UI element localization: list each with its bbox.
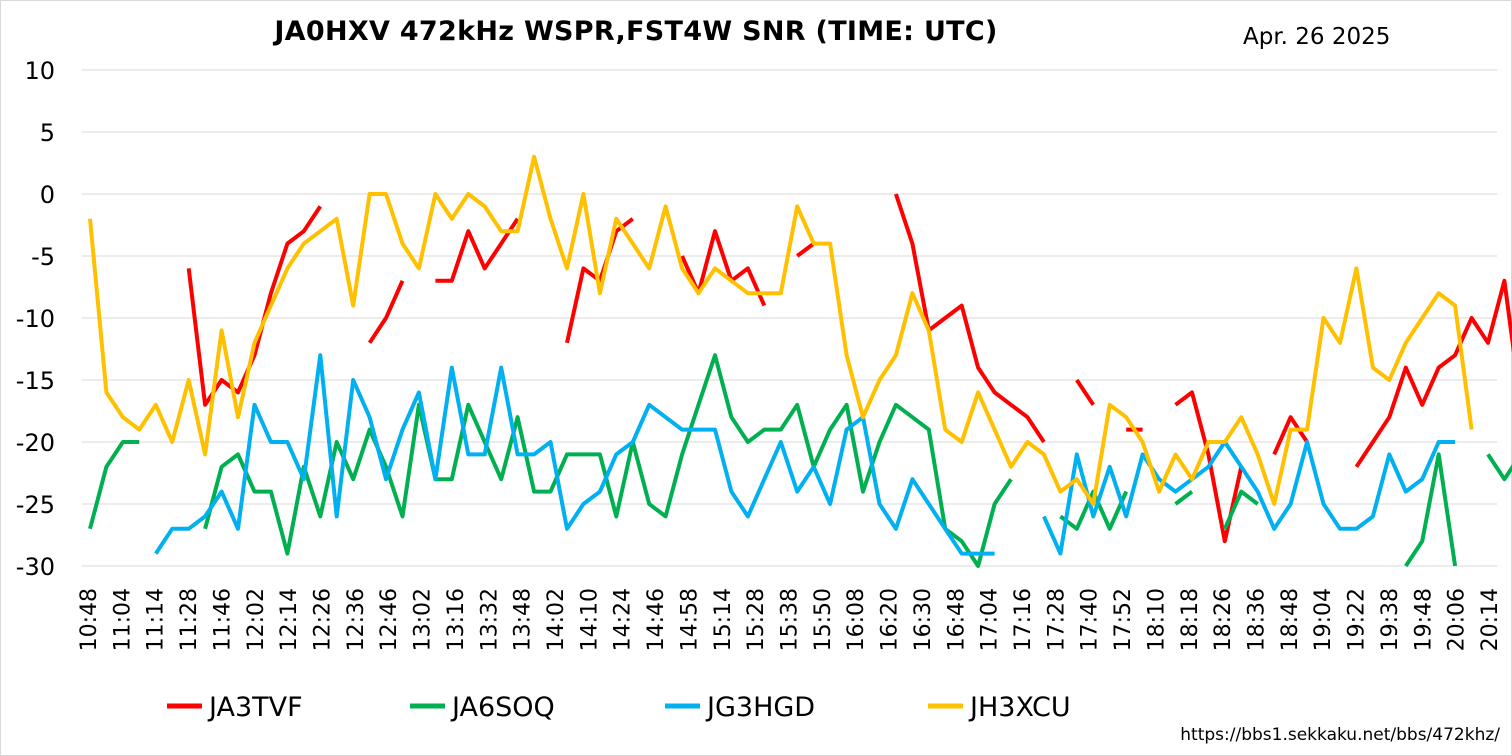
x-tick-label: 17:28: [1044, 588, 1069, 651]
x-tick-label: 17:52: [1111, 588, 1136, 651]
legend-label-ja6soq: JA6SOQ: [450, 692, 555, 723]
x-axis-ticks: 10:48 11:04 11:14 11:28 11:46 12:02 12:14 12:26…: [77, 588, 1503, 651]
x-tick-label: 16:30: [911, 588, 936, 651]
x-tick-label: 15:28: [744, 588, 769, 651]
y-tick-label: 0: [40, 181, 55, 209]
series-line-ja6soq: [1222, 489, 1259, 530]
legend-label-jh3xcu: JH3XCU: [968, 692, 1071, 723]
y-tick-label: 10: [24, 57, 55, 85]
x-tick-label: 14:02: [544, 588, 569, 651]
x-tick-label: 16:08: [844, 588, 869, 651]
x-tick-label: 14:10: [577, 588, 602, 651]
x-tick-label: 12:02: [244, 588, 269, 651]
y-tick-label: -5: [31, 243, 55, 271]
x-tick-label: 19:22: [1345, 588, 1370, 651]
series-line-ja3tvf: [894, 193, 1046, 444]
series-line-ja3tvf: [367, 279, 405, 344]
x-tick-label: 12:26: [311, 588, 336, 651]
series-line-ja6soq: [88, 440, 140, 530]
x-tick-label: 14:24: [611, 588, 636, 651]
x-tick-label: 12:46: [377, 588, 402, 651]
x-tick-label: 11:14: [144, 588, 169, 651]
x-tick-label: 16:20: [878, 588, 903, 651]
x-tick-label: 19:48: [1411, 588, 1436, 651]
chart-date: Apr. 26 2025: [1243, 24, 1391, 50]
x-tick-label: 12:14: [277, 588, 302, 651]
y-tick-label: -15: [16, 367, 55, 395]
series-line-jh3xcu: [88, 154, 1474, 506]
x-tick-label: 15:38: [778, 588, 803, 651]
y-tick-label: 5: [40, 119, 55, 147]
x-tick-label: 18:26: [1211, 588, 1236, 651]
x-tick-label: 20:06: [1445, 588, 1470, 651]
x-tick-label: 10:48: [77, 588, 102, 651]
y-tick-label: -30: [16, 553, 55, 581]
x-tick-label: 17:04: [978, 588, 1003, 651]
legend-label-ja3tvf: JA3TVF: [207, 692, 303, 723]
x-tick-label: 15:50: [811, 588, 836, 651]
legend-label-jg3hgd: JG3HGD: [705, 692, 815, 723]
x-tick-label: 13:16: [444, 588, 469, 651]
series-line-ja6soq: [1404, 452, 1458, 568]
series-line-ja3tvf: [186, 205, 322, 407]
series-line-ja6soq: [1174, 490, 1194, 506]
x-tick-label: 13:32: [477, 588, 502, 651]
x-tick-label: 19:04: [1311, 588, 1336, 651]
x-tick-label: 18:36: [1245, 588, 1270, 651]
x-tick-label: 13:02: [411, 588, 436, 651]
legend: JA3TVF JA6SOQ JG3HGD JH3XCU: [167, 692, 1071, 723]
series-line-ja6soq: [1486, 453, 1512, 482]
series-line-ja6soq: [1059, 489, 1129, 531]
y-tick-label: -20: [16, 429, 55, 457]
x-tick-label: 18:18: [1178, 588, 1203, 651]
x-tick-label: 19:38: [1378, 588, 1403, 651]
x-tick-label: 13:48: [511, 588, 536, 651]
x-tick-label: 17:16: [1011, 588, 1036, 651]
chart-title: JA0HXV 472kHz WSPR,FST4W SNR (TIME: UTC): [274, 16, 998, 47]
x-tick-label: 14:46: [644, 588, 669, 651]
x-tick-label: 12:36: [344, 588, 369, 651]
x-tick-label: 17:40: [1078, 588, 1103, 651]
gridlines: [82, 69, 1497, 567]
series-line-ja3tvf: [565, 217, 635, 344]
series-line-jg3hgd: [154, 353, 995, 556]
series-line-ja6soq: [203, 353, 1013, 568]
x-tick-label: 16:48: [944, 588, 969, 651]
x-tick-label: 18:48: [1278, 588, 1303, 651]
series-line-ja3tvf: [1075, 378, 1095, 406]
series-line-ja3tvf: [1354, 278, 1512, 468]
series-line-jg3hgd: [1042, 440, 1456, 556]
y-axis-ticks: 10 5 0 -5 -10 -15 -20 -25 -30: [16, 57, 55, 581]
x-tick-label: 11:28: [177, 588, 202, 651]
x-tick-label: 15:14: [711, 588, 736, 651]
y-tick-label: -10: [16, 305, 55, 333]
source-url: https://bbs1.sekkaku.net/bbs/472khz/: [1180, 725, 1500, 745]
series-line-ja3tvf: [435, 217, 520, 283]
series-line-ja3tvf: [795, 242, 815, 258]
x-tick-label: 14:58: [677, 588, 702, 651]
x-tick-label: 18:10: [1144, 588, 1169, 651]
y-tick-label: -25: [16, 491, 55, 519]
series-line-ja3tvf: [1272, 415, 1309, 456]
x-tick-label: 20:14: [1478, 588, 1503, 651]
series-lines: [88, 154, 1512, 568]
x-tick-label: 11:46: [210, 588, 235, 651]
x-tick-label: 11:04: [110, 588, 135, 651]
